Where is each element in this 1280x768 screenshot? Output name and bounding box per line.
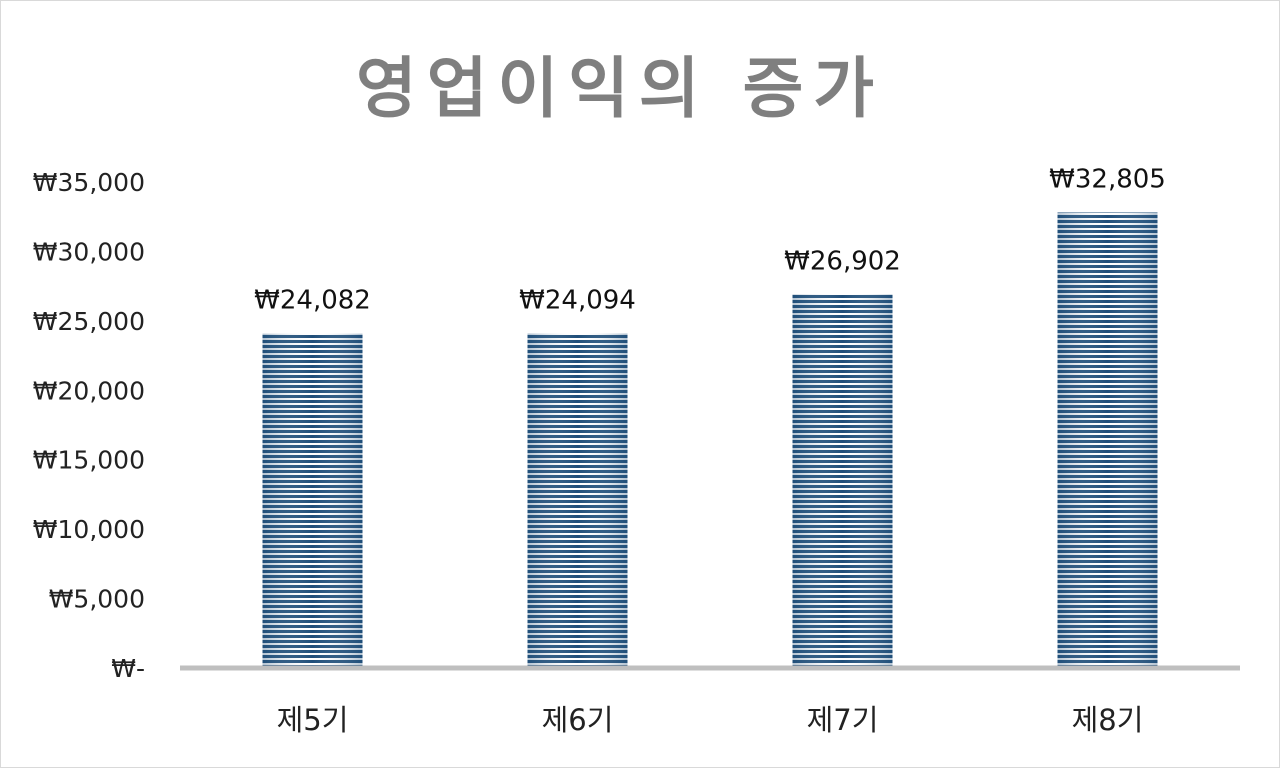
y-tick-label: ₩- [111, 654, 145, 683]
bar-shade [262, 333, 363, 668]
x-tick-label: 제8기 [1072, 703, 1144, 737]
bars [262, 212, 1158, 669]
y-tick-label: ₩35,000 [33, 168, 145, 197]
bar [792, 294, 893, 668]
bar-shade [792, 294, 893, 668]
y-tick-label: ₩10,000 [33, 515, 145, 544]
y-tick-label: ₩30,000 [33, 237, 145, 266]
data-label: ₩24,082 [254, 286, 371, 316]
data-labels: ₩24,082 ₩24,094 ₩26,902 ₩32,805 [254, 164, 1166, 315]
data-label: ₩32,805 [1049, 164, 1166, 194]
x-tick-label: 제6기 [542, 703, 614, 737]
y-tick-label: ₩15,000 [33, 446, 145, 475]
y-tick-label: ₩25,000 [33, 307, 145, 336]
x-tick-label: 제7기 [807, 703, 879, 737]
chart-title: 영업이익의 증가 [356, 50, 885, 127]
bar-shade [1057, 212, 1158, 669]
data-label: ₩24,094 [519, 285, 636, 315]
x-axis-ticks: 제5기 제6기 제7기 제8기 [277, 703, 1144, 737]
y-tick-label: ₩20,000 [33, 376, 145, 405]
y-tick-label: ₩5,000 [49, 585, 145, 614]
bar [527, 333, 628, 668]
y-axis-ticks: ₩35,000 ₩30,000 ₩25,000 ₩20,000 ₩15,000 ₩10,0… [33, 168, 145, 683]
bar-shade [527, 333, 628, 668]
x-tick-label: 제5기 [277, 703, 349, 737]
bar [262, 333, 363, 668]
data-label: ₩26,902 [784, 246, 901, 276]
bar [1057, 212, 1158, 669]
